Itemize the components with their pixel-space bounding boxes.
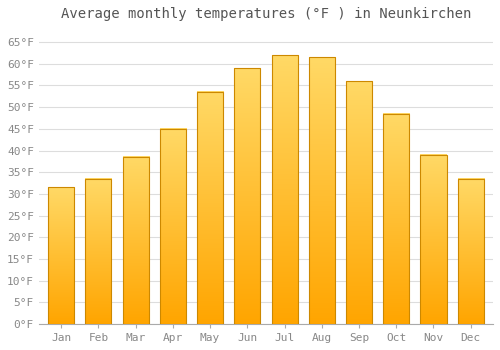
Bar <box>48 187 74 324</box>
Bar <box>86 179 112 324</box>
Bar <box>308 57 335 324</box>
Bar <box>272 55 297 324</box>
Bar <box>234 68 260 324</box>
Bar <box>122 157 148 324</box>
Title: Average monthly temperatures (°F ) in Neunkirchen: Average monthly temperatures (°F ) in Ne… <box>60 7 471 21</box>
Bar <box>346 81 372 324</box>
Bar <box>383 114 409 324</box>
Bar <box>420 155 446 324</box>
Bar <box>197 92 223 324</box>
Bar <box>458 179 483 324</box>
Bar <box>160 129 186 324</box>
